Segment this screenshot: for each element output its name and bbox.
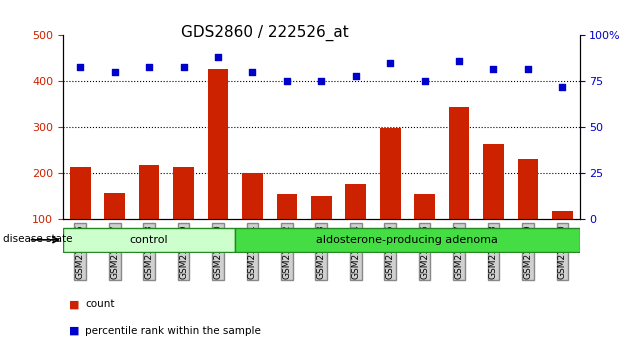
Bar <box>415 194 435 219</box>
Text: control: control <box>130 235 168 245</box>
Point <box>248 69 258 75</box>
Point <box>351 73 361 79</box>
Text: ■: ■ <box>69 326 80 336</box>
FancyBboxPatch shape <box>235 228 580 252</box>
Point <box>558 84 568 90</box>
Bar <box>105 193 125 219</box>
Bar <box>518 159 538 219</box>
Point <box>75 64 85 69</box>
Bar <box>449 107 469 219</box>
Bar <box>380 129 401 219</box>
Point <box>144 64 154 69</box>
Bar <box>277 194 297 219</box>
Point <box>213 55 223 60</box>
Point <box>420 79 430 84</box>
Bar <box>139 165 159 219</box>
Bar <box>208 69 228 219</box>
Text: disease state: disease state <box>3 234 72 244</box>
Point <box>488 66 498 72</box>
Point <box>385 60 395 66</box>
Bar <box>483 143 504 219</box>
Point <box>454 58 464 64</box>
Text: aldosterone-producing adenoma: aldosterone-producing adenoma <box>316 235 498 245</box>
Bar <box>345 184 366 219</box>
Bar <box>242 172 263 219</box>
Text: GDS2860 / 222526_at: GDS2860 / 222526_at <box>181 25 348 41</box>
Bar <box>173 166 194 219</box>
Bar <box>311 195 331 219</box>
Bar <box>70 166 91 219</box>
Text: ■: ■ <box>69 299 80 309</box>
FancyBboxPatch shape <box>63 228 235 252</box>
Bar <box>552 211 573 219</box>
Text: percentile rank within the sample: percentile rank within the sample <box>85 326 261 336</box>
Point <box>316 79 326 84</box>
Point <box>110 69 120 75</box>
Point <box>282 79 292 84</box>
Point <box>178 64 188 69</box>
Point <box>523 66 533 72</box>
Text: count: count <box>85 299 115 309</box>
